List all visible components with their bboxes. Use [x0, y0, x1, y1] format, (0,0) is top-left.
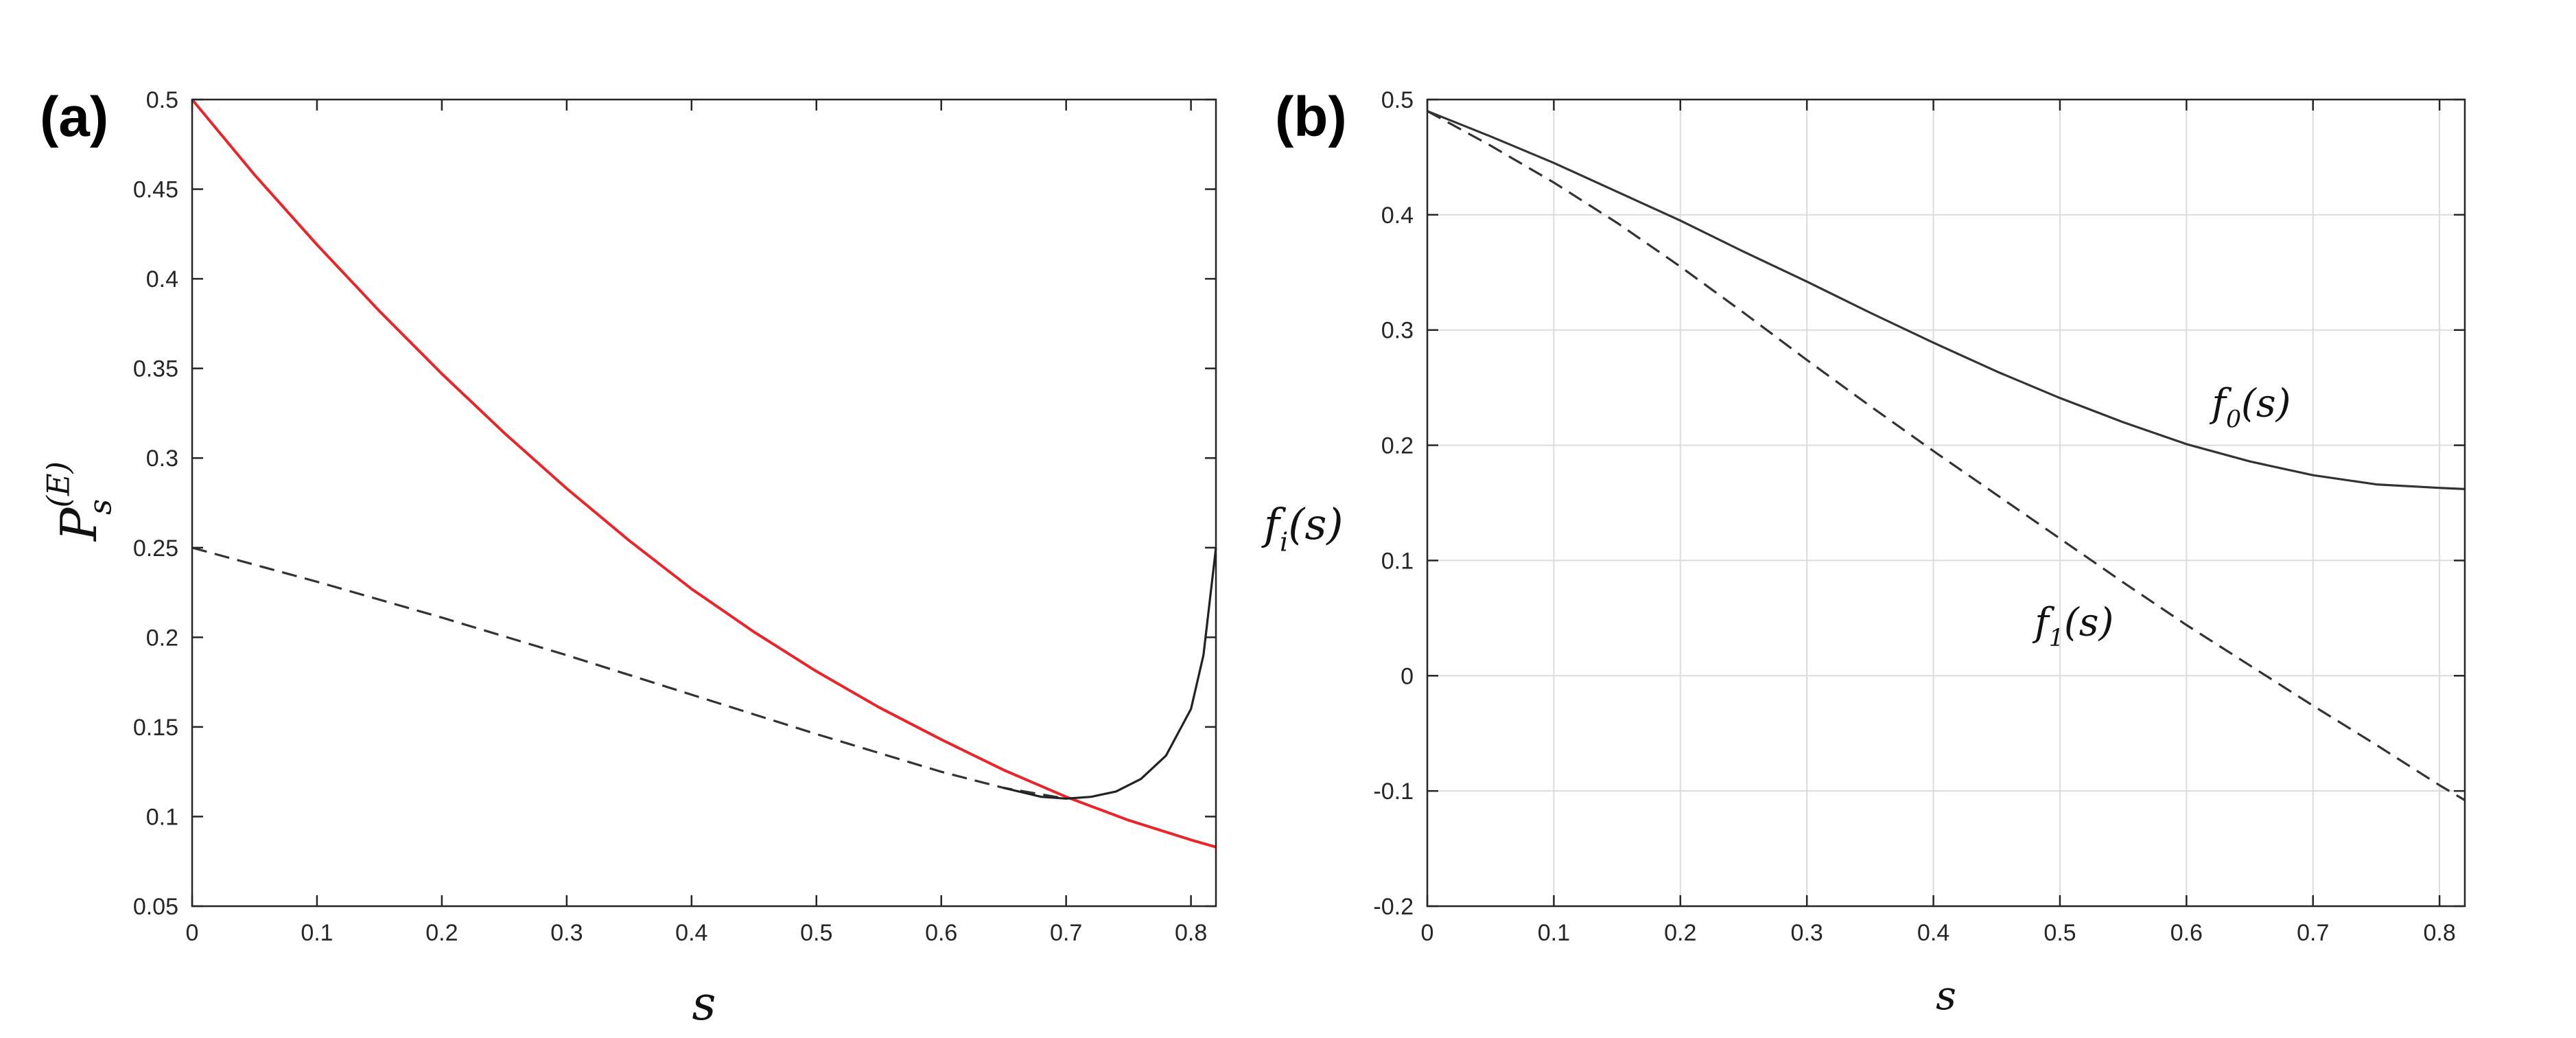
- x-tick-label: 0.5: [800, 920, 832, 946]
- x-tick-label: 0: [1421, 920, 1434, 946]
- y-axis-label: fi(s): [1261, 499, 1343, 557]
- y-tick-label: 0.05: [133, 894, 178, 920]
- axes-box: [191, 98, 1217, 908]
- y-axis-label-base: P: [50, 507, 108, 542]
- x-axis-label: s: [692, 977, 716, 1031]
- series-label-1-arg: (s): [2064, 601, 2114, 645]
- y-tick-label: 0.3: [146, 446, 178, 472]
- x-tick-label: 0.7: [2297, 920, 2329, 946]
- series-label-0: f0(s): [2209, 382, 2291, 434]
- y-tick-label: 0.5: [1381, 87, 1414, 113]
- y-tick-label: 0.15: [133, 715, 178, 741]
- panel-a: 0 0.1 0.2 0.3 0.4 0.5 0.6 0.7 0.8 0.05 0.1 0.15 0.2 0…: [40, 86, 1217, 1031]
- y-tick-label: 0.4: [1381, 203, 1414, 229]
- x-tick-label: 0.5: [2044, 920, 2076, 946]
- x-tick-label: 0.4: [675, 920, 707, 946]
- series-line-2: [1003, 547, 1217, 800]
- y-tick-label: 0.25: [133, 535, 178, 562]
- x-tick-label: 0.7: [1050, 920, 1082, 946]
- y-tick-label: 0.45: [133, 177, 178, 203]
- y-tick-label: 0.2: [146, 625, 178, 651]
- x-tick-label: 0.2: [1664, 920, 1696, 946]
- series-label-1: f1(s): [2032, 601, 2114, 653]
- panel-label: (a): [40, 86, 108, 148]
- series-line-0: [191, 98, 1217, 849]
- x-axis-label: s: [1936, 972, 1956, 1019]
- y-tick-label: -0.1: [1373, 778, 1414, 805]
- series-line-0: [1427, 110, 2466, 490]
- series-label-0-arg: (s): [2241, 382, 2291, 426]
- x-tick-label: 0.6: [925, 920, 957, 946]
- y-tick-label: 0: [1401, 663, 1414, 689]
- x-tick-label: 0.2: [425, 920, 458, 946]
- y-tick-label: 0.1: [146, 804, 178, 830]
- x-tick-label: 0.3: [550, 920, 583, 946]
- y-tick-label: 0.4: [146, 266, 178, 292]
- series-line-1: [1427, 110, 2466, 801]
- y-axis-label-sup: (E): [40, 461, 76, 507]
- x-tick-label: 0.3: [1791, 920, 1823, 946]
- x-tick-label: 0.6: [2170, 920, 2203, 946]
- y-axis-label-sub: i: [1280, 527, 1288, 557]
- grid: [1427, 100, 2465, 906]
- y-tick-label: 0.1: [1381, 548, 1414, 574]
- x-tick-label: 0: [186, 920, 199, 946]
- y-axis-label: P(E) s: [40, 461, 118, 542]
- x-tick-label: 0.1: [1538, 920, 1570, 946]
- y-tick-label: 0.5: [146, 87, 178, 113]
- x-tick-label: 0.8: [1175, 920, 1207, 946]
- x-tick-label: 0.4: [1917, 920, 1949, 946]
- y-tick-label: -0.2: [1373, 894, 1414, 920]
- panel-b: f0(s) f1(s) 0 0.1 0.2 0.3 0.4 0.5 0.6 0.7 0.8 -0.2 -…: [1261, 86, 2466, 1019]
- x-tick-label: 0.1: [301, 920, 333, 946]
- panel-label: (b): [1275, 86, 1347, 148]
- y-tick-label: 0.2: [1381, 433, 1414, 459]
- y-tick-label: 0.35: [133, 356, 178, 382]
- y-axis-label-sub: s: [83, 499, 119, 515]
- series-label-0-sub: 0: [2226, 406, 2241, 433]
- series-label-1-sub: 1: [2049, 625, 2064, 652]
- y-tick-label: 0.3: [1381, 318, 1414, 344]
- axes-box: [1426, 98, 2466, 908]
- series-line-1: [191, 546, 1066, 800]
- y-axis-label-arg: (s): [1288, 499, 1343, 549]
- x-tick-label: 0.8: [2423, 920, 2455, 946]
